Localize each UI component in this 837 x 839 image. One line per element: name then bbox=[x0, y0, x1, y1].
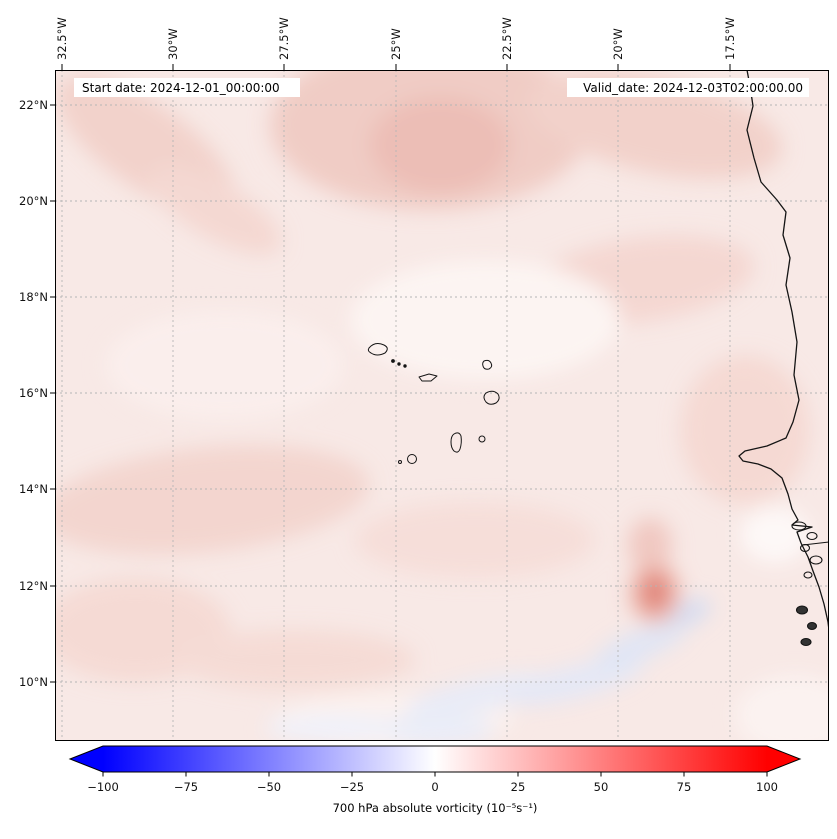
start-date-box bbox=[74, 78, 300, 97]
island-maio bbox=[478, 435, 486, 443]
left-tick-label: 14°N bbox=[19, 482, 48, 496]
cape-verde-islands bbox=[367, 343, 500, 464]
island-sao-nicolau bbox=[418, 373, 438, 382]
left-tick-label: 20°N bbox=[19, 194, 48, 208]
gridlines bbox=[55, 70, 829, 741]
field-blob bbox=[105, 310, 345, 420]
top-tick-label: 27.5°W bbox=[277, 17, 291, 60]
plot-area bbox=[55, 70, 829, 741]
top-tick-label: 32.5°W bbox=[55, 17, 69, 60]
left-tick-label: 10°N bbox=[19, 675, 48, 689]
left-tick-label: 16°N bbox=[19, 386, 48, 400]
coastline-path bbox=[738, 70, 829, 631]
island-fogo bbox=[407, 454, 417, 464]
colorbar-tick-label: 25 bbox=[511, 780, 526, 794]
field-blob bbox=[355, 502, 595, 578]
island-santo-antao bbox=[367, 343, 388, 356]
field-blob bbox=[55, 445, 370, 555]
colorbar-tick-label: −100 bbox=[87, 780, 119, 794]
island bbox=[799, 543, 811, 553]
plot-frame bbox=[55, 70, 829, 741]
colorbar-label: 700 hPa absolute vorticity (10⁻⁵s⁻¹) bbox=[333, 801, 538, 815]
field-blob bbox=[628, 518, 672, 572]
valid-date-label: Valid_date: 2024-12-03T02:00:00.00 bbox=[583, 81, 803, 95]
top-tick-label: 25°W bbox=[389, 28, 403, 60]
island bbox=[803, 571, 813, 579]
island-dot bbox=[391, 359, 395, 363]
vorticity-field-blobs bbox=[55, 70, 829, 741]
field-blob bbox=[375, 714, 495, 741]
start-date-label: Start date: 2024-12-01_00:00:00 bbox=[82, 81, 280, 95]
left-tick-label: 12°N bbox=[19, 579, 48, 593]
island bbox=[795, 605, 809, 615]
left-tick-label: 22°N bbox=[19, 98, 48, 112]
island-dot bbox=[403, 364, 407, 368]
top-tick-label: 30°W bbox=[166, 28, 180, 60]
island bbox=[806, 621, 818, 631]
colorbar-tick-label: 50 bbox=[594, 780, 609, 794]
left-tick-label: 18°N bbox=[19, 290, 48, 304]
colorbar-tick-label: −75 bbox=[174, 780, 198, 794]
colorbar-tick-label: 100 bbox=[756, 780, 778, 794]
field-blob bbox=[265, 715, 405, 741]
island-brava bbox=[398, 460, 402, 464]
island-santiago bbox=[450, 432, 462, 453]
island bbox=[791, 521, 807, 531]
coastal-islands bbox=[791, 521, 823, 647]
top-tick-label: 17.5°W bbox=[723, 17, 737, 60]
field-blob bbox=[680, 355, 810, 505]
field-blob bbox=[735, 675, 829, 741]
field-blob bbox=[740, 507, 810, 563]
colorbar-gradient-bar bbox=[68, 745, 802, 773]
top-tick-label: 22.5°W bbox=[500, 17, 514, 60]
field-blob bbox=[527, 70, 783, 180]
field-blob bbox=[645, 577, 665, 605]
colorbar-tick-label: −50 bbox=[257, 780, 281, 794]
island-dot bbox=[397, 362, 401, 366]
island bbox=[800, 637, 812, 647]
island bbox=[806, 531, 818, 541]
field-blob bbox=[350, 260, 620, 380]
field-blob bbox=[370, 97, 510, 193]
colorbar-tick-label: 0 bbox=[431, 780, 438, 794]
colorbar-tick-label: 75 bbox=[677, 780, 692, 794]
field-blob bbox=[148, 165, 282, 255]
field-blob bbox=[669, 597, 711, 627]
top-tick-label: 20°W bbox=[611, 28, 625, 60]
island-boa-vista bbox=[483, 390, 500, 405]
island bbox=[809, 555, 823, 565]
colorbar: −100 −75 −50 −25 0 25 50 75 100 700 hPa … bbox=[68, 745, 802, 815]
axis-ticks bbox=[50, 64, 731, 683]
field-blob bbox=[593, 621, 687, 669]
field-blob bbox=[406, 672, 554, 718]
colorbar-tick-label: −25 bbox=[340, 780, 364, 794]
valid-date-box bbox=[567, 78, 809, 97]
field-blob bbox=[175, 630, 415, 690]
island-sal bbox=[482, 359, 493, 370]
colorbar-ticks bbox=[102, 772, 768, 777]
